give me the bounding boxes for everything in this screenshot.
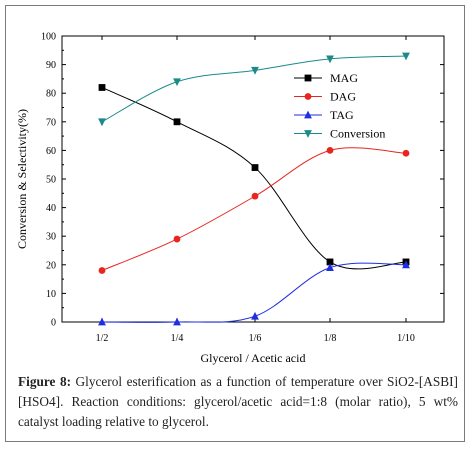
data-point-mag	[98, 84, 106, 91]
caption-label: Figure 8:	[18, 374, 72, 389]
series-line-conversion	[101, 55, 407, 123]
legend-label-conversion: Conversion	[330, 127, 385, 141]
x-tick-label: 1/10	[397, 333, 415, 344]
legend-marker-dag	[304, 93, 312, 100]
data-point-mag	[326, 258, 334, 266]
data-point-tag	[251, 311, 259, 320]
y-tick-label: 0	[51, 318, 56, 329]
y-tick-label: 30	[46, 232, 56, 243]
data-point-conversion	[402, 52, 410, 61]
y-tick-label: 40	[46, 203, 56, 214]
figure-frame	[5, 5, 465, 442]
data-point-tag	[98, 317, 106, 326]
data-point-dag	[251, 192, 259, 200]
legend-label-dag: DAG	[330, 90, 356, 104]
legend-label-tag: TAG	[330, 108, 354, 122]
series-line-tag	[101, 262, 407, 323]
y-tick-label: 70	[46, 117, 56, 128]
data-point-mag	[251, 164, 259, 171]
y-tick-label: 60	[46, 146, 56, 157]
data-point-dag	[402, 149, 410, 157]
y-tick-label: 50	[46, 175, 56, 186]
series-line-mag	[101, 87, 407, 270]
y-axis-label: Conversion & Selectivity(%)	[15, 109, 29, 249]
data-point-conversion	[98, 118, 106, 127]
plot-area	[61, 35, 445, 323]
data-point-tag	[402, 260, 410, 269]
data-point-conversion	[326, 55, 334, 64]
y-tick-label: 20	[46, 260, 56, 271]
x-tick-label: 1/2	[96, 333, 109, 344]
legend-marker-conversion	[304, 130, 312, 138]
legend-label-mag: MAG	[330, 71, 358, 85]
data-point-dag	[98, 267, 106, 274]
data-point-dag	[173, 235, 181, 243]
x-tick-label: 1/8	[324, 333, 337, 344]
data-point-mag	[173, 118, 181, 126]
x-tick-label: 1/6	[249, 333, 262, 344]
legend-marker-mag	[304, 74, 312, 82]
data-point-conversion	[173, 78, 181, 87]
y-tick-label: 80	[46, 89, 56, 100]
x-axis-label: Glycerol / Acetic acid	[201, 351, 306, 365]
x-tick-label: 1/4	[171, 333, 184, 344]
legend-marker-tag	[304, 110, 312, 119]
data-point-dag	[326, 147, 334, 154]
y-tick-label: 90	[46, 60, 56, 71]
data-point-tag	[173, 317, 181, 326]
y-tick-label: 10	[46, 289, 56, 300]
figure-caption: Figure 8: Glycerol esterification as a f…	[18, 372, 458, 432]
data-point-tag	[326, 263, 334, 272]
caption-text: Glycerol esterification as a function of…	[18, 374, 458, 429]
y-tick-label: 100	[41, 32, 56, 43]
data-point-conversion	[251, 66, 259, 75]
